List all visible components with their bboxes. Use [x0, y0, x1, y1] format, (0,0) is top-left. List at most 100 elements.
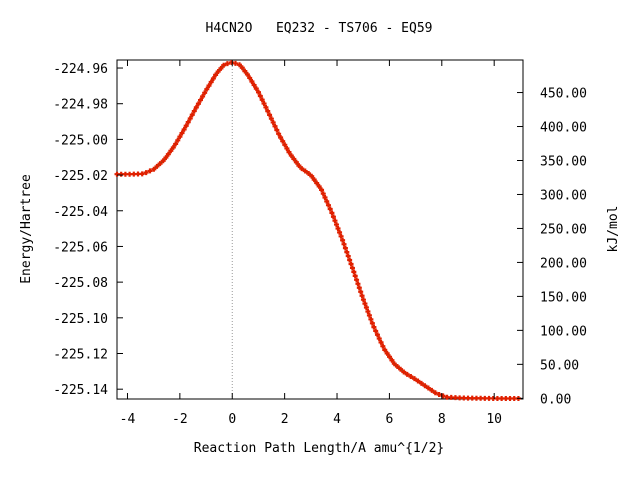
data-point [256, 89, 262, 95]
data-point [356, 285, 362, 291]
y2-tick-label: 150.00 [540, 290, 587, 305]
data-point [391, 361, 397, 367]
data-point [376, 336, 382, 342]
data-point [316, 183, 322, 189]
data-point [327, 206, 333, 212]
data-point [122, 171, 128, 177]
data-point [274, 127, 280, 133]
data-point [362, 301, 368, 307]
data-point [187, 115, 193, 121]
data-point [469, 395, 475, 401]
data-point [329, 210, 335, 216]
data-point [221, 62, 227, 68]
x-tick-label: 4 [333, 412, 341, 427]
data-point [311, 177, 317, 183]
y2-tick-label: 0.00 [540, 392, 571, 407]
data-point [208, 79, 214, 85]
data-point [494, 395, 500, 401]
data-point [278, 135, 284, 141]
y-tick-label: -225.02 [53, 169, 108, 184]
y2-tick-label: 50.00 [540, 358, 579, 373]
data-point [154, 163, 160, 169]
data-point [369, 320, 375, 326]
y-tick-label: -225.00 [53, 133, 108, 148]
data-point [293, 159, 299, 165]
data-point [157, 161, 163, 167]
data-point [314, 180, 320, 186]
data-point [429, 387, 435, 393]
data-point [306, 170, 312, 176]
data-point [270, 119, 276, 125]
data-point [411, 376, 417, 382]
data-point [358, 289, 364, 295]
data-point [461, 395, 467, 401]
data-point [448, 394, 454, 400]
data-point [335, 225, 341, 231]
data-point [291, 156, 297, 162]
data-point [200, 93, 206, 99]
data-point [404, 371, 410, 377]
data-point [288, 153, 294, 159]
data-point [170, 144, 176, 150]
data-point [436, 392, 442, 398]
data-point [382, 347, 388, 353]
data-point [338, 233, 344, 239]
data-point [253, 86, 259, 92]
data-point [432, 390, 438, 396]
data-point [193, 104, 199, 110]
data-point [511, 395, 517, 401]
data-point [213, 72, 219, 78]
data-point [127, 171, 133, 177]
data-point [177, 134, 183, 140]
data-point [465, 395, 471, 401]
y-tick-label: -225.04 [53, 205, 108, 220]
y2-tick-label: 100.00 [540, 324, 587, 339]
data-point [284, 145, 290, 151]
data-point [257, 93, 263, 99]
x-tick-label: -4 [120, 412, 136, 427]
data-point [333, 222, 339, 228]
data-point [394, 364, 400, 370]
data-point [330, 214, 336, 220]
data-point [251, 82, 257, 88]
data-point [175, 137, 181, 143]
y2-tick-label: 400.00 [540, 121, 587, 136]
y2-tick-label: 350.00 [540, 154, 587, 169]
x-tick-label: 6 [385, 412, 393, 427]
data-point [352, 273, 358, 279]
data-point [473, 395, 479, 401]
data-point [366, 312, 372, 318]
data-point [418, 380, 424, 386]
data-point [191, 108, 197, 114]
data-point [355, 281, 361, 287]
energy-curve [117, 61, 521, 399]
data-point [280, 138, 286, 144]
data-point [342, 245, 348, 251]
data-point [319, 187, 325, 193]
data-point [244, 71, 250, 77]
data-point [239, 65, 245, 71]
data-point [210, 75, 216, 81]
data-point [296, 163, 302, 169]
data-point [247, 75, 253, 81]
data-point [344, 249, 350, 255]
data-point [261, 101, 267, 107]
chart-title: H4CN2O EQ232 - TS706 - EQ59 [206, 21, 433, 36]
data-point [189, 112, 195, 118]
data-point [457, 395, 463, 401]
data-point [422, 383, 428, 389]
x-tick-label: -2 [172, 412, 188, 427]
data-point [503, 395, 509, 401]
y-tick-label: -225.12 [53, 348, 108, 363]
data-point [507, 395, 513, 401]
data-point [263, 104, 269, 110]
data-point [147, 168, 153, 174]
data-point [185, 119, 191, 125]
data-point [118, 171, 124, 177]
data-point [224, 61, 230, 67]
data-point [398, 366, 404, 372]
data-point [218, 65, 224, 71]
y-tick-label: -224.98 [53, 98, 108, 113]
data-point [365, 308, 371, 314]
